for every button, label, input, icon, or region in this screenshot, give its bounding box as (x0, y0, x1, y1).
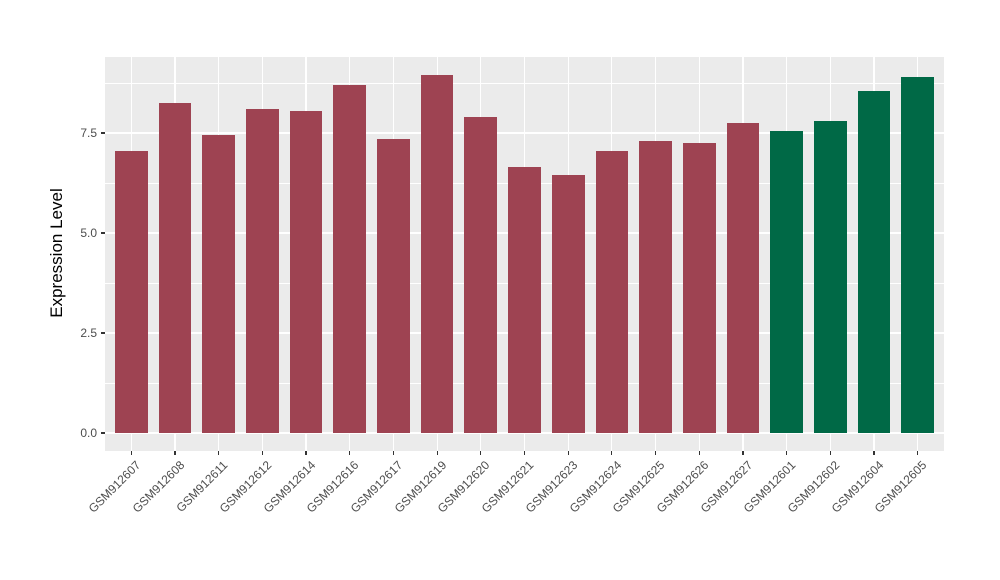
bar-GSM912625 (639, 141, 672, 433)
x-tick-mark (392, 451, 394, 455)
bar-GSM912608 (158, 103, 192, 433)
bar-GSM912626 (682, 143, 716, 433)
bar-GSM912607 (114, 151, 148, 433)
x-tick-mark (523, 451, 526, 455)
x-tick-mark (305, 451, 307, 455)
y-axis-title: Expression Level (47, 188, 66, 318)
x-tick-mark (786, 451, 788, 455)
bar-GSM912601 (770, 131, 804, 433)
bar-GSM912614 (289, 111, 323, 433)
bar-GSM912624 (595, 151, 629, 433)
x-tick-mark (611, 451, 613, 455)
y-tick-mark (100, 232, 105, 234)
x-tick-mark (829, 451, 831, 455)
y-tick-label: 0.0 (80, 426, 97, 440)
bar-GSM912602 (813, 121, 847, 433)
bar-GSM912623 (551, 175, 585, 433)
plot-panel (105, 57, 944, 451)
x-tick-mark (742, 451, 744, 455)
bar-GSM912627 (726, 123, 760, 433)
x-tick-mark (218, 451, 220, 455)
bar-GSM912604 (857, 91, 891, 433)
x-tick-mark (130, 451, 132, 455)
y-tick-label: 7.5 (80, 126, 97, 140)
y-tick-label: 2.5 (80, 326, 97, 340)
y-tick-mark (100, 132, 105, 134)
bar-GSM912616 (333, 85, 367, 433)
x-tick-mark (480, 451, 482, 455)
x-tick-mark (654, 451, 657, 455)
y-tick-mark (100, 332, 105, 334)
x-tick-mark (436, 451, 438, 455)
bar-GSM912605 (901, 77, 935, 433)
x-tick-mark (873, 451, 875, 455)
bar-GSM912621 (508, 167, 541, 433)
bar-GSM912620 (464, 117, 498, 433)
bar-GSM912612 (245, 109, 279, 433)
x-tick-mark (349, 451, 351, 455)
x-tick-mark (917, 451, 919, 455)
y-tick-label: 5.0 (80, 226, 97, 240)
bar-GSM912619 (420, 75, 454, 433)
x-tick-mark (567, 451, 569, 455)
bar-GSM912617 (377, 139, 410, 433)
x-tick-mark (174, 451, 176, 455)
y-tick-mark (100, 432, 105, 434)
x-tick-mark (261, 451, 263, 455)
bar-GSM912611 (202, 135, 235, 433)
x-tick-mark (698, 451, 700, 455)
